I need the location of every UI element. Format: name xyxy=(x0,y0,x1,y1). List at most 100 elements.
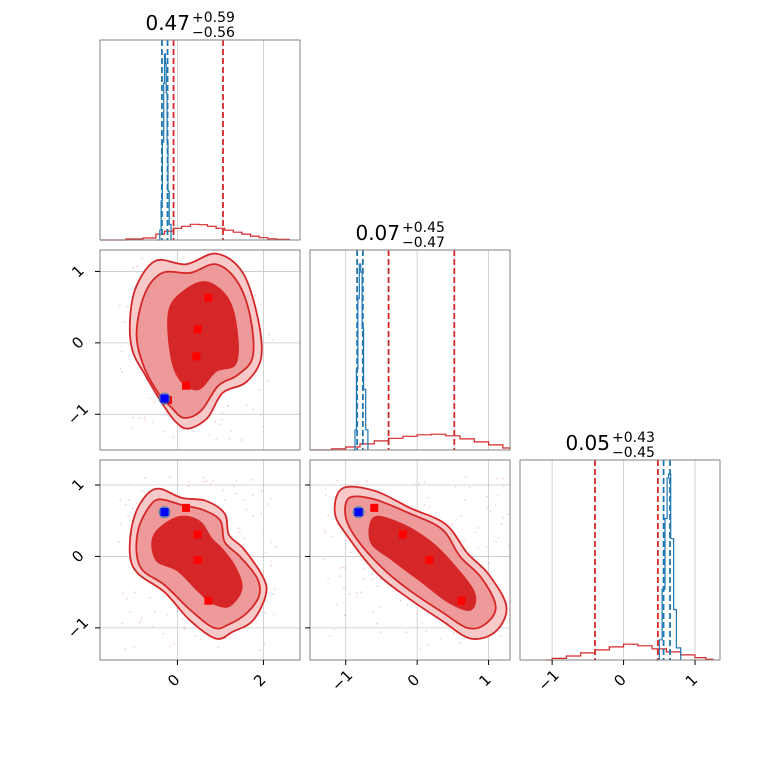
scatter-dot xyxy=(399,599,402,602)
scatter-dot xyxy=(497,495,500,497)
scatter-dot xyxy=(144,476,146,479)
x-tick-label: 2 xyxy=(250,671,269,690)
scatter-dot xyxy=(419,648,422,650)
scatter-dot xyxy=(260,303,263,305)
scatter-dot xyxy=(338,575,341,578)
scatter-dot xyxy=(169,645,172,648)
scatter-dot xyxy=(267,503,269,505)
red-square-marker xyxy=(398,530,407,539)
scatter-dot xyxy=(238,530,241,533)
x-tick-label: 0 xyxy=(404,671,423,690)
scatter-dot xyxy=(423,481,426,484)
title-minus: −0.56 xyxy=(192,25,235,41)
diagonal-panel-3: 0.05 +0.43−0.45 xyxy=(519,430,721,661)
scatter-dot xyxy=(129,483,132,486)
scatter-dot xyxy=(125,598,128,601)
scatter-dot xyxy=(227,405,229,407)
scatter-dot xyxy=(143,419,146,422)
scatter-dot xyxy=(254,294,257,297)
scatter-dot xyxy=(468,486,471,489)
scatter-dot xyxy=(376,585,379,587)
scatter-dot xyxy=(121,622,124,625)
scatter-dot xyxy=(221,418,223,421)
title-value: 0.47 xyxy=(145,11,190,35)
red-square-marker xyxy=(204,293,213,302)
red-square-marker xyxy=(370,503,379,512)
blue-square-marker xyxy=(160,508,169,517)
scatter-dot xyxy=(181,618,184,621)
blue-histogram xyxy=(352,263,369,451)
y-tick-label: 0 xyxy=(68,547,87,566)
scatter-dot xyxy=(124,648,126,650)
scatter-dot xyxy=(327,577,329,580)
scatter-dot xyxy=(455,518,457,521)
scatter-dot xyxy=(371,578,374,581)
scatter-dot xyxy=(476,527,479,529)
scatter-panel-1: −1 0 1 xyxy=(64,247,301,451)
scatter-dot xyxy=(275,545,278,548)
scatter-dot xyxy=(502,516,505,519)
scatter-dot xyxy=(270,497,273,500)
title-minus: −0.47 xyxy=(402,235,445,251)
scatter-dot xyxy=(183,628,186,631)
scatter-dot xyxy=(362,577,365,580)
red-square-marker xyxy=(192,352,201,361)
blue-square-marker xyxy=(160,394,169,403)
scatter-dot xyxy=(192,430,195,433)
contour-inner xyxy=(167,281,239,391)
scatter-dot xyxy=(130,426,133,429)
scatter-dot xyxy=(463,539,465,542)
scatter-dot xyxy=(188,485,190,487)
scatter-dot xyxy=(324,531,327,534)
scatter-dot xyxy=(500,635,502,637)
scatter-dot xyxy=(379,578,382,581)
scatter-dot xyxy=(375,576,378,579)
scatter-dot xyxy=(217,646,220,649)
panel-frame xyxy=(519,459,721,661)
scatter-dot xyxy=(262,426,264,428)
scatter-dot xyxy=(123,321,126,323)
scatter-dot xyxy=(169,476,172,479)
y-tick-label: −1 xyxy=(64,400,92,428)
scatter-dot xyxy=(179,427,181,429)
scatter-dot xyxy=(125,503,127,506)
scatter-dot xyxy=(246,404,248,407)
scatter-panel-3 xyxy=(305,459,511,661)
scatter-dot xyxy=(122,592,125,595)
scatter-dot xyxy=(187,481,190,483)
scatter-dot xyxy=(261,556,264,559)
scatter-dot xyxy=(418,482,421,485)
scatter-dot xyxy=(426,496,429,499)
x-tick-label: −1 xyxy=(328,666,356,694)
scatter-dot xyxy=(324,493,327,496)
scatter-dot xyxy=(120,350,123,353)
scatter-dot xyxy=(154,610,156,613)
scatter-dot xyxy=(506,513,509,516)
scatter-dot xyxy=(207,434,210,437)
scatter-panel-2: −1 0 1 xyxy=(64,459,301,661)
scatter-dot xyxy=(262,530,265,532)
scatter-dot xyxy=(141,490,144,493)
scatter-dot xyxy=(333,628,336,631)
scatter-dot xyxy=(149,397,152,400)
y-tick-label: 1 xyxy=(68,262,87,281)
scatter-dot xyxy=(243,498,245,501)
scatter-dot xyxy=(331,535,334,538)
scatter-dot xyxy=(489,511,492,513)
panel-frame xyxy=(309,459,511,661)
scatter-dot xyxy=(264,552,267,554)
scatter-dot xyxy=(212,480,215,482)
panel-frame xyxy=(99,249,301,451)
scatter-dot xyxy=(251,493,254,496)
scatter-dot xyxy=(477,547,480,550)
scatter-dot xyxy=(237,247,239,249)
scatter-dot xyxy=(130,289,133,291)
scatter-dot xyxy=(228,637,231,639)
scatter-dot xyxy=(132,417,134,419)
scatter-dot xyxy=(230,430,233,432)
scatter-dot xyxy=(140,620,142,622)
scatter-dot xyxy=(240,439,243,441)
scatter-dot xyxy=(497,537,500,540)
scatter-dot xyxy=(258,389,261,391)
red-square-marker xyxy=(182,503,191,512)
